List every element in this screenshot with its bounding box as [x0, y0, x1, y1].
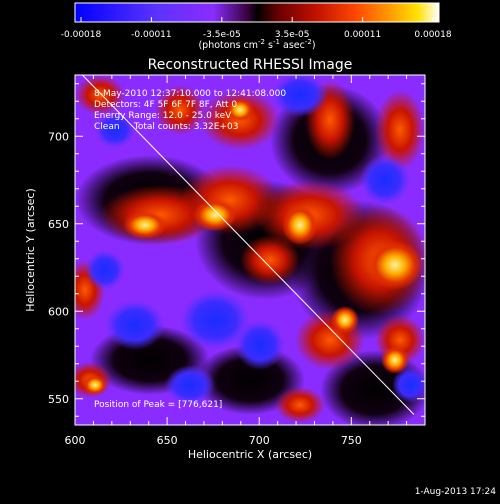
x-tick-label: 600 [65, 434, 86, 447]
heatmap-image [75, 75, 425, 425]
plot-title: Reconstructed RHESSI Image [148, 57, 353, 73]
info-line-counts: Clean Total counts: 3.32E+03 [94, 122, 238, 132]
colorbar-tick-label: 0.00011 [344, 30, 381, 40]
colorbar: -0.00018 -0.00011 -3.5e-05 3.5e-05 0.00011 0.… [61, 2, 452, 51]
axis-ticks: 600 650 700 750 550 600 650 700 [48, 75, 426, 447]
y-tick-label: 650 [48, 218, 69, 231]
y-tick-label: 550 [48, 393, 69, 406]
peak-position-label: Position of Peak = [776,621] [94, 400, 222, 410]
x-tick-label: 700 [249, 434, 270, 447]
colorbar-tick-label: -0.00011 [131, 30, 171, 40]
info-line-detectors: Detectors: 4F 5F 6F 7F 8F, Att 0 [94, 100, 237, 110]
solar-limb-line [82, 74, 415, 415]
plot-area: 600 650 700 750 550 600 650 700 8-May-2010 12:3… [48, 74, 426, 447]
x-tick-label: 750 [341, 434, 362, 447]
footer-date: 1-Aug-2013 17:24 [415, 487, 497, 497]
x-tick-label: 650 [157, 434, 178, 447]
colorbar-tick-label: -3.5e-05 [203, 30, 241, 40]
colorbar-tick-label: -0.00018 [61, 30, 102, 40]
x-axis-label: Heliocentric X (arcsec) [188, 448, 312, 461]
y-tick-label: 600 [48, 305, 69, 318]
info-line-energy: Energy Range: 12.0 - 25.0 keV [94, 111, 232, 121]
y-tick-label: 700 [48, 130, 69, 143]
colorbar-ticks: -0.00018 -0.00011 -3.5e-05 3.5e-05 0.00011 0.… [61, 17, 452, 40]
info-line-time: 8-May-2010 12:37:10.000 to 12:41:08.000 [94, 89, 286, 99]
colorbar-unit-label: (photons cm-2 s-1 asec-2) [198, 38, 315, 51]
colorbar-tick-label: 3.5e-05 [275, 30, 310, 40]
y-axis-label: Heliocentric Y (arcsec) [24, 188, 37, 312]
colorbar-tick-label: 0.00018 [414, 30, 451, 40]
colorbar-gradient [74, 2, 440, 23]
plot-frame [74, 74, 426, 426]
